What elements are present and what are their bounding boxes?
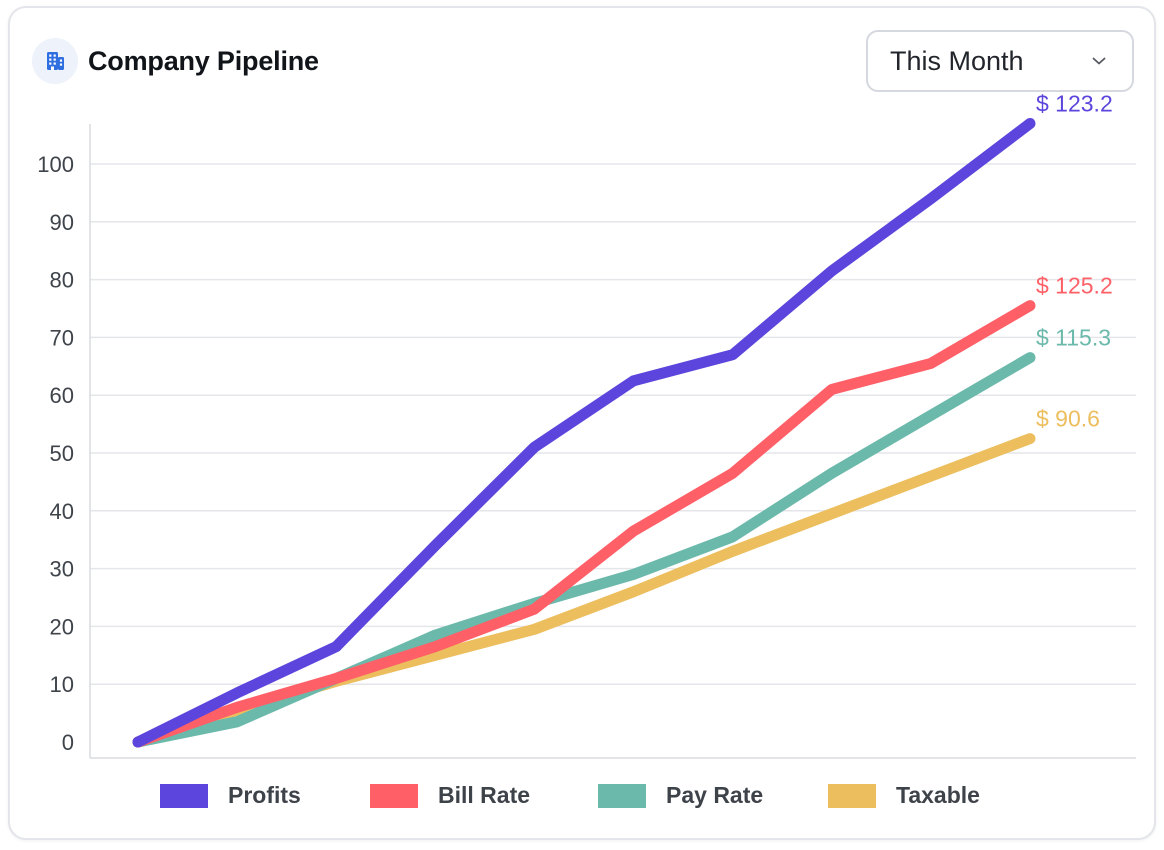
end-label-pay-rate: $ 115.3: [1036, 325, 1111, 351]
y-axis: 0 10 20 30 40 50 60 70 80 90 100: [37, 124, 91, 758]
legend-item-profits[interactable]: Profits: [160, 782, 301, 809]
legend-item-bill-rate[interactable]: Bill Rate: [370, 782, 530, 809]
period-select[interactable]: This Month: [866, 30, 1134, 92]
y-tick-label: 60: [50, 383, 74, 408]
y-tick-label: 20: [50, 614, 74, 639]
y-tick-label: 80: [50, 268, 74, 293]
chart-legend: Profits Bill Rate Pay Rate Taxable: [160, 782, 1040, 822]
legend-label: Pay Rate: [666, 782, 764, 808]
legend-label: Taxable: [896, 782, 980, 808]
legend-item-taxable[interactable]: Taxable: [828, 782, 980, 809]
y-tick-label: 30: [50, 557, 74, 582]
period-select-value: This Month: [890, 45, 1024, 76]
legend-item-pay-rate[interactable]: Pay Rate: [598, 782, 763, 809]
y-tick-label: 50: [50, 441, 74, 466]
series-lines: [132, 118, 1036, 748]
series-line-bill-rate: [132, 300, 1036, 748]
y-tick-label: 100: [37, 152, 74, 177]
y-tick-label: 90: [50, 210, 74, 235]
legend-label: Bill Rate: [438, 782, 531, 808]
end-label-profits: $ 123.2: [1036, 91, 1113, 117]
legend-swatch: [598, 783, 646, 808]
pipeline-card: Company Pipeline This Month 0 10 20 30 40 50 6…: [8, 6, 1156, 840]
building-icon-badge: [32, 38, 78, 84]
y-tick-label: 70: [50, 325, 74, 350]
legend-swatch: [370, 783, 418, 808]
y-tick-label: 0: [62, 730, 74, 755]
y-tick-label: 40: [50, 499, 74, 524]
series-line-profits: [132, 118, 1036, 748]
card-header: Company Pipeline: [32, 38, 319, 84]
legend-swatch: [160, 783, 208, 808]
legend-label: Profits: [228, 782, 301, 808]
series-line-pay-rate: [132, 352, 1036, 748]
chevron-down-icon: [1092, 57, 1106, 65]
end-label-bill-rate: $ 125.2: [1036, 273, 1113, 299]
legend-swatch: [828, 783, 876, 808]
end-labels: $ 123.2 $ 125.2 $ 115.3 $ 90.6: [1036, 91, 1113, 432]
end-label-taxable: $ 90.6: [1036, 406, 1100, 432]
card-title: Company Pipeline: [88, 45, 319, 76]
y-tick-label: 10: [50, 672, 74, 697]
building-icon: [47, 52, 64, 70]
